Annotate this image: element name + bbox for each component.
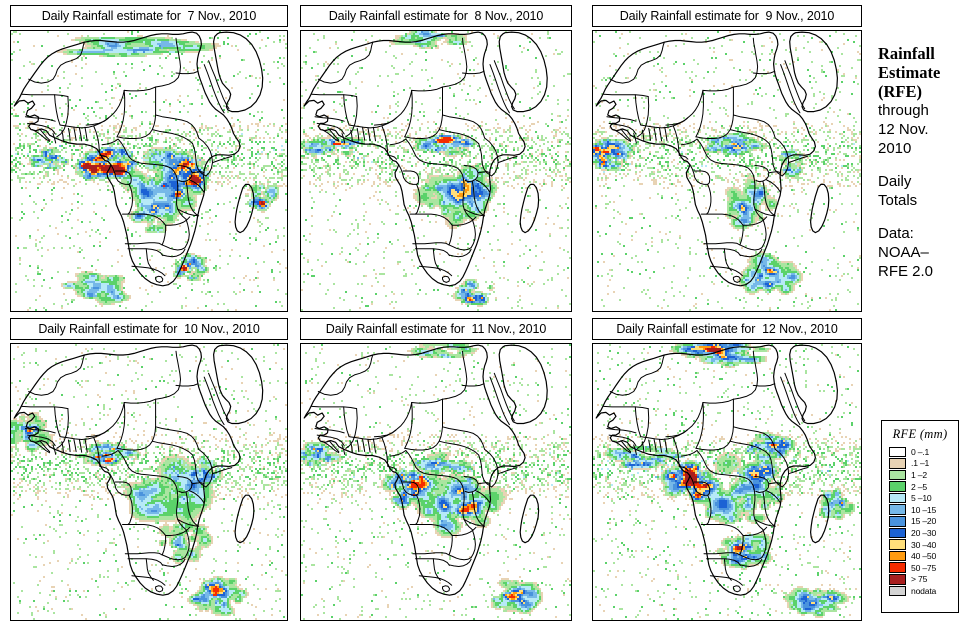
sidebar: Rainfall Estimate (RFE) through 12 Nov. … (878, 44, 966, 281)
legend-swatch (889, 492, 906, 504)
legend-label: 20 –30 (911, 527, 937, 538)
legend-row: 40 –50 (889, 550, 958, 562)
rainfall-raster (593, 31, 861, 311)
sidebar-through-label: through (878, 102, 929, 119)
legend-label: 15 –20 (911, 516, 937, 527)
sidebar-data-source-line1: NOAA– (878, 244, 929, 261)
legend-title: RFE (mm) (892, 427, 948, 441)
legend-label: 10 –15 (911, 504, 937, 515)
rainfall-map (300, 343, 572, 621)
legend-label: .1 –1 (911, 458, 930, 469)
panel-title: Daily Rainfall estimate for 10 Nov., 201… (10, 318, 288, 340)
legend-label: > 75 (911, 574, 928, 585)
sidebar-totals-line1: Daily (878, 173, 912, 190)
legend-swatch (889, 469, 906, 481)
country-borders (303, 31, 548, 287)
rainfall-map (592, 30, 862, 312)
legend-row: 1 –2 (889, 469, 958, 481)
map-panel: Daily Rainfall estimate for 8 Nov., 2010 (300, 5, 572, 313)
legend-label: 5 –10 (911, 493, 932, 504)
rainfall-map (10, 343, 288, 621)
map-panel: Daily Rainfall estimate for 11 Nov., 201… (300, 318, 572, 622)
legend-swatch (889, 446, 906, 458)
country-borders (13, 344, 264, 596)
country-borders (595, 31, 838, 287)
legend-row: 50 –75 (889, 562, 958, 574)
legend-label: 0 –.1 (911, 446, 930, 457)
map-panel: Daily Rainfall estimate for 9 Nov., 2010 (592, 5, 862, 313)
rainfall-map (592, 343, 862, 621)
country-borders (595, 344, 838, 596)
legend-label: 50 –75 (911, 562, 937, 573)
legend-label: 2 –5 (911, 481, 927, 492)
legend-swatch (889, 550, 906, 562)
panel-title: Daily Rainfall estimate for 12 Nov., 201… (592, 318, 862, 340)
sidebar-spacer-1 (878, 158, 966, 172)
legend-row: 20 –30 (889, 527, 958, 539)
legend-row: 2 –5 (889, 481, 958, 493)
rainfall-raster (593, 344, 861, 620)
sidebar-through-date-line2: 2010 (878, 140, 912, 157)
legend-swatch (889, 585, 906, 597)
legend-entries: 0 –.1.1 –1 1 –2 2 –5 5 –10 10 –15 15 –20 20 –3… (882, 446, 958, 597)
rainfall-raster (301, 344, 571, 620)
legend-row: 0 –.1 (889, 446, 958, 458)
legend-swatch (889, 562, 906, 574)
legend-row: 5 –10 (889, 492, 958, 504)
legend-swatch (889, 481, 906, 492)
sidebar-through-date-line1: 12 Nov. (878, 121, 929, 138)
legend-row: 10 –15 (889, 504, 958, 516)
sidebar-totals-line2: Totals (878, 192, 918, 209)
legend-label: nodata (911, 585, 937, 596)
legend-row: nodata (889, 585, 958, 597)
legend-label: 30 –40 (911, 539, 937, 550)
legend-label: 40 –50 (911, 551, 937, 562)
legend-label: 1 –2 (911, 469, 927, 480)
legend: RFE (mm) 0 –.1.1 –1 1 –2 2 –5 5 –10 10 –15 15… (881, 420, 959, 613)
panel-title: Daily Rainfall estimate for 7 Nov., 2010 (10, 5, 288, 27)
legend-swatch (889, 539, 906, 550)
country-borders (303, 344, 548, 596)
map-panel: Daily Rainfall estimate for 10 Nov., 201… (10, 318, 288, 622)
panel-title: Daily Rainfall estimate for 8 Nov., 2010 (300, 5, 572, 27)
sidebar-title-line1: Rainfall (878, 44, 935, 63)
map-panel: Daily Rainfall estimate for 12 Nov., 201… (592, 318, 862, 622)
panel-title: Daily Rainfall estimate for 9 Nov., 2010 (592, 5, 862, 27)
rainfall-map (10, 30, 288, 312)
sidebar-data-source-line2: RFE 2.0 (878, 263, 934, 280)
legend-swatch (889, 574, 906, 585)
panel-title: Daily Rainfall estimate for 11 Nov., 201… (300, 318, 572, 340)
legend-swatch (889, 516, 906, 527)
sidebar-title-line3: (RFE) (878, 82, 922, 101)
sidebar-data-label: Data: (878, 225, 914, 242)
legend-swatch (889, 527, 906, 539)
rainfall-raster (11, 31, 287, 311)
country-borders (13, 31, 264, 287)
map-panel: Daily Rainfall estimate for 7 Nov., 2010 (10, 5, 288, 313)
rainfall-map (300, 30, 572, 312)
legend-swatch (889, 504, 906, 516)
legend-row: .1 –1 (889, 458, 958, 470)
legend-row: > 75 (889, 574, 958, 586)
sidebar-spacer-2 (878, 210, 966, 224)
legend-row: 15 –20 (889, 516, 958, 528)
legend-row: 30 –40 (889, 539, 958, 551)
sidebar-title-line2: Estimate (878, 63, 941, 82)
legend-swatch (889, 458, 906, 469)
